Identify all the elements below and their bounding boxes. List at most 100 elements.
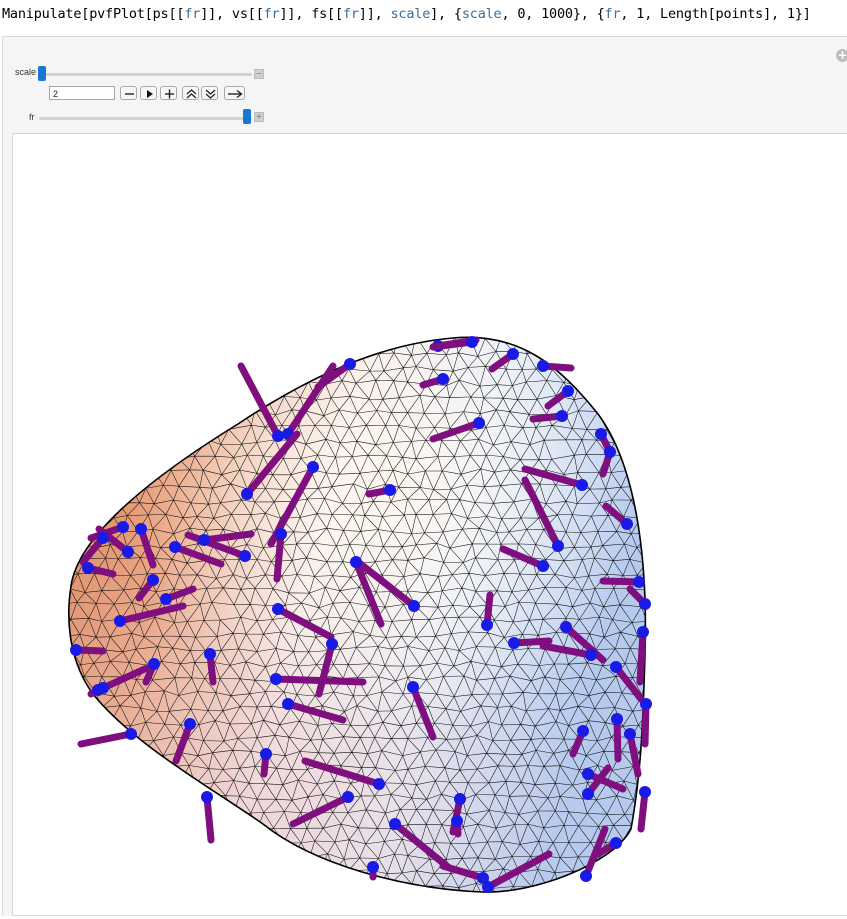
vector-arrow <box>237 362 282 440</box>
vector-base-dot <box>160 593 172 605</box>
fr-value-field[interactable]: 2 <box>49 86 115 100</box>
scale-toggle-icon[interactable]: − <box>254 69 264 79</box>
vector-base-dot <box>537 360 549 372</box>
vector-base-dot <box>125 728 137 740</box>
vector-arrow <box>521 465 586 489</box>
vector-base-dot <box>473 417 485 429</box>
vector-arrow <box>99 664 151 692</box>
vector-arrow <box>429 419 483 443</box>
plot-area[interactable] <box>12 133 847 916</box>
vector-base-dot <box>169 541 181 553</box>
code-var-fr: fr <box>184 6 201 22</box>
scale-slider-track[interactable] <box>39 73 252 76</box>
code-text: Manipulate[pvfPlot[ps[[ <box>2 6 185 22</box>
vector-base-dot <box>384 484 396 496</box>
add-icon[interactable]: + <box>836 48 847 62</box>
vector-base-dot <box>477 872 489 884</box>
vector-arrow <box>184 531 249 560</box>
code-var-fr: fr <box>342 6 359 22</box>
vector-base-dot <box>122 546 134 558</box>
code-var-fr: fr <box>263 6 280 22</box>
play-icon <box>147 90 153 98</box>
vector-base-dot <box>282 698 294 710</box>
vector-base-dot <box>272 603 284 615</box>
vector-base-dot <box>92 684 104 696</box>
increment-button[interactable] <box>160 86 177 100</box>
vector-base-dot <box>272 430 284 442</box>
scale-label: scale <box>15 67 37 77</box>
vector-arrow <box>352 558 385 628</box>
vector-arrow <box>289 793 352 828</box>
vector-arrow <box>612 663 645 703</box>
fr-slider-track[interactable] <box>39 117 252 120</box>
scale-slider-thumb[interactable] <box>38 66 46 81</box>
vector-base-dot <box>97 532 109 544</box>
vector-base-dot <box>562 385 574 397</box>
slower-icon <box>205 89 216 99</box>
code-text: ], { <box>430 6 462 22</box>
code-text: ]], vs[[ <box>200 6 264 22</box>
vector-arrow <box>354 558 418 610</box>
vector-base-dot <box>408 600 420 612</box>
vector-base-dot <box>373 778 385 790</box>
vector-arrow <box>439 862 487 882</box>
vector-base-dot <box>585 649 597 661</box>
faster-icon <box>186 89 197 99</box>
vector-base-dot <box>367 861 379 873</box>
code-text: , 0, 1000}, { <box>501 6 605 22</box>
vector-arrow <box>391 820 452 871</box>
vector-arrow <box>77 730 135 748</box>
vector-arrow <box>314 360 354 391</box>
vector-arrow <box>582 825 609 880</box>
vector-base-dot <box>582 788 594 800</box>
vector-base-dot <box>350 556 362 568</box>
vector-base-dot <box>621 518 633 530</box>
vector-base-dot <box>147 574 159 586</box>
vector-base-dot <box>117 521 129 533</box>
direction-button[interactable] <box>224 86 245 100</box>
vector-arrow <box>429 338 476 351</box>
vector-base-dot <box>184 718 196 730</box>
vector-arrow <box>499 545 547 570</box>
vector-arrow <box>484 850 553 891</box>
vector-base-dot <box>204 648 216 660</box>
vector-base-dot <box>239 550 251 562</box>
vector-base-dot <box>148 658 160 670</box>
play-button[interactable] <box>140 86 157 100</box>
code-text: ]], <box>358 6 391 22</box>
vector-arrow <box>315 640 336 698</box>
surface-plot[interactable] <box>13 134 847 915</box>
vector-arrow <box>200 530 255 544</box>
vector-arrow <box>626 730 642 778</box>
vector-base-dot <box>637 626 649 638</box>
vector-base-dot <box>577 725 589 737</box>
vector-arrow <box>284 700 347 724</box>
vector-arrow <box>409 683 437 741</box>
vector-arrow <box>171 543 225 568</box>
vector-base-dot <box>270 673 282 685</box>
vector-base-dot <box>507 348 519 360</box>
decrement-button[interactable] <box>120 86 137 100</box>
vector-base-dot <box>639 786 651 798</box>
vector-arrow <box>584 770 627 793</box>
vector-arrow <box>203 793 215 844</box>
faster-button[interactable] <box>182 86 199 100</box>
fr-slider-thumb[interactable] <box>243 109 251 124</box>
vector-base-dot <box>640 698 652 710</box>
vector-base-dot <box>576 479 588 491</box>
code-text: , 1, Length[points], 1}] <box>620 6 811 22</box>
vector-base-dot <box>560 621 572 633</box>
vector-arrow <box>116 602 187 625</box>
vector-base-dot <box>556 410 568 422</box>
slower-button[interactable] <box>201 86 218 100</box>
vector-base-dot <box>624 728 636 740</box>
vector-base-dot <box>610 837 622 849</box>
code-var-fr: fr <box>604 6 621 22</box>
code-var-scale: scale <box>461 6 502 22</box>
fr-toggle-icon[interactable]: + <box>254 112 264 122</box>
vector-base-dot <box>604 446 616 458</box>
direction-icon <box>228 89 243 99</box>
vector-arrow <box>137 525 157 569</box>
vector-base-dot <box>260 748 272 760</box>
vector-base-dot <box>275 528 287 540</box>
